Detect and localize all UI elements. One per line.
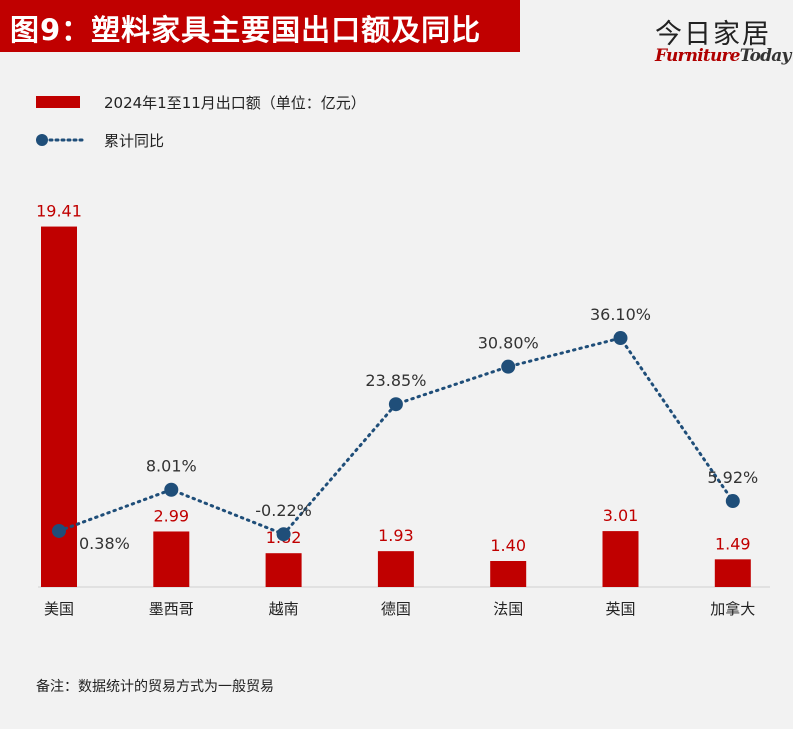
yoy-point [164, 482, 179, 497]
yoy-data-label: 23.85% [365, 371, 426, 390]
x-tick-label: 美国 [44, 600, 74, 618]
yoy-point [501, 359, 516, 374]
footnote: 备注：数据统计的贸易方式为一般贸易 [36, 679, 274, 695]
bar-data-label: 2.99 [153, 506, 189, 525]
bar-data-label: 1.93 [378, 526, 414, 545]
bar-data-label: 1.40 [490, 536, 526, 555]
yoy-data-label: 5.92% [707, 468, 758, 487]
bar-data-label: 1.49 [715, 534, 751, 553]
bar-data-label: 3.01 [603, 506, 639, 525]
bar [377, 551, 414, 587]
x-tick-label: 加拿大 [710, 600, 755, 618]
bar [490, 561, 527, 587]
bar [714, 559, 751, 587]
brand-logo-cn: 今日家居 [655, 19, 771, 50]
brand-logo-en-part-b: Today [739, 46, 792, 66]
yoy-point [276, 527, 291, 542]
chart-title: 图9：塑料家具主要国出口额及同比 [10, 13, 482, 47]
legend-bar-label: 2024年1至11月出口额（单位：亿元） [104, 94, 366, 112]
yoy-point [52, 523, 66, 538]
x-tick-label: 英国 [605, 600, 635, 618]
x-tick-label: 法国 [493, 600, 523, 618]
legend-line-label: 累计同比 [104, 132, 165, 150]
legend-line-swatch [36, 134, 84, 146]
x-tick-label: 墨西哥 [149, 600, 194, 618]
bar [153, 531, 190, 587]
yoy-data-label: 36.10% [590, 305, 651, 324]
brand-logo-en: FurnitureToday [655, 46, 791, 66]
yoy-point [613, 331, 628, 346]
yoy-point [388, 397, 403, 412]
title-banner: 图9：塑料家具主要国出口额及同比 [0, 0, 520, 52]
x-tick-label: 德国 [381, 600, 411, 618]
bar [265, 553, 302, 587]
x-tick-label: 越南 [269, 600, 299, 618]
bar [602, 531, 639, 587]
brand-logo-en-part-a: Furniture [655, 46, 741, 66]
yoy-point [725, 494, 740, 509]
bar-data-label: 19.41 [36, 202, 82, 221]
legend-bar-swatch [36, 96, 80, 108]
yoy-data-label: 8.01% [146, 457, 197, 476]
yoy-line [57, 336, 735, 536]
yoy-data-label: 0.38% [79, 534, 130, 553]
yoy-data-label: 30.80% [478, 334, 539, 353]
yoy-data-label: -0.22% [255, 501, 312, 520]
